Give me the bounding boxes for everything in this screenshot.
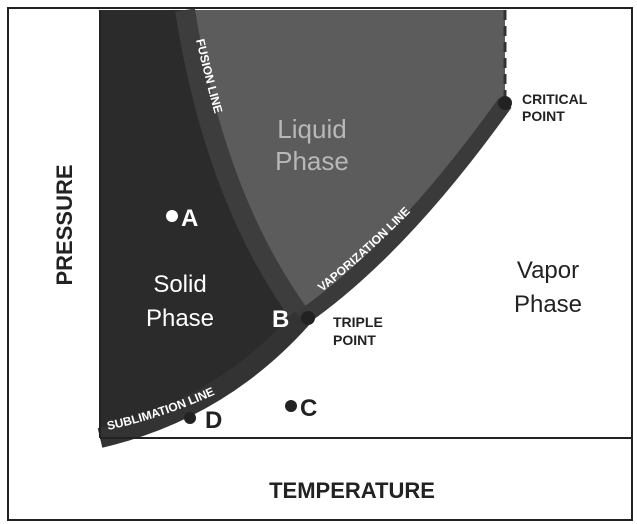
point-b-label: B [272, 306, 289, 333]
solid-label: Phase [146, 305, 214, 332]
point-c [285, 400, 297, 412]
liquid-label: Liquid [277, 114, 346, 144]
triple-label: POINT [333, 332, 376, 348]
triple-label: TRIPLE [333, 314, 383, 330]
point-c-label: C [300, 395, 317, 422]
critical-label: POINT [522, 108, 565, 124]
vaporization-line [297, 98, 512, 325]
y-axis-label: PRESSURE [52, 164, 77, 285]
point-d [184, 412, 196, 424]
point-d-label: D [205, 407, 222, 434]
sublimation-line [97, 311, 310, 448]
solid-region [100, 10, 302, 438]
triple-point [301, 311, 315, 325]
solid-label: Solid [153, 271, 206, 298]
critical-point [498, 96, 512, 110]
critical-label: CRITICAL [522, 91, 588, 107]
liquid-label: Phase [275, 146, 349, 176]
point-a [166, 210, 178, 222]
frame [7, 7, 633, 521]
x-axis-label: TEMPERATURE [269, 478, 435, 503]
point-a-label: A [181, 205, 198, 232]
vapor-label: Vapor [517, 257, 579, 284]
fusion-line [175, 8, 311, 324]
vapor-label: Phase [514, 291, 582, 318]
